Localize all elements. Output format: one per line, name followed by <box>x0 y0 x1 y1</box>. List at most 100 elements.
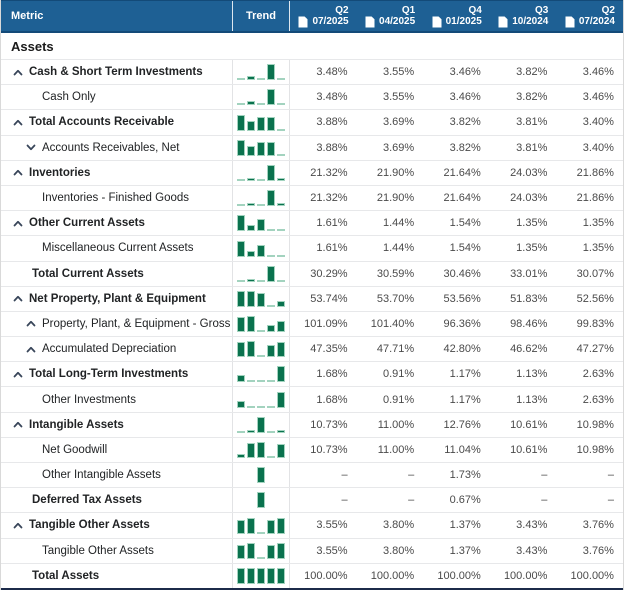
value-cell: 10.61% <box>510 418 548 431</box>
value-cell: 96.36% <box>443 317 481 330</box>
sparkline-bar <box>247 76 255 81</box>
sparkline-bar <box>277 279 285 282</box>
chevron-up-icon[interactable] <box>13 69 23 76</box>
trend-cell <box>233 85 290 110</box>
metric-label: Total Current Assets <box>32 267 144 280</box>
value-cell: 10.98% <box>576 443 614 456</box>
chevron-up-icon[interactable] <box>13 119 23 126</box>
table-row: Net Goodwill 10.73% 11.00% 11.04% 10.61% 10.9… <box>1 437 623 463</box>
value-cells: 1.68% 0.91% 1.17% 1.13% 2.63% <box>290 362 623 386</box>
value-cell: 3.88% <box>316 141 348 154</box>
value-cell: 3.82% <box>516 66 548 79</box>
column-header-quarter-3[interactable]: Q4 01/2025 <box>423 1 490 31</box>
value-cell: 1.17% <box>449 368 481 381</box>
sparkline-bar <box>277 128 285 131</box>
value-cell: 53.74% <box>310 292 348 305</box>
sparkline-bar <box>267 190 275 207</box>
column-header-quarter-5[interactable]: Q2 07/2024 <box>556 1 623 31</box>
chevron-up-icon[interactable] <box>13 295 23 302</box>
value-cells: 1.61% 1.44% 1.54% 1.35% 1.35% <box>290 211 623 235</box>
sparkline-bar <box>247 203 255 207</box>
value-cell: 3.81% <box>516 116 548 129</box>
value-cells: 100.00% 100.00% 100.00% 100.00% 100.00% <box>290 564 623 588</box>
sparkline-bar <box>267 519 275 534</box>
sparkline-bar <box>247 145 255 156</box>
sparkline-bar <box>257 416 265 433</box>
column-header-quarter-2[interactable]: Q1 04/2025 <box>357 1 424 31</box>
metric-label: Miscellaneous Current Assets <box>42 242 194 255</box>
sparkline-bar <box>277 342 285 358</box>
value-cell: 1.73% <box>449 469 481 482</box>
sparkline-bar <box>247 250 255 257</box>
value-cell: 10.98% <box>576 418 614 431</box>
chevron-up-icon[interactable] <box>13 421 23 428</box>
value-cell: 100.00% <box>370 569 415 582</box>
chevron-up-icon[interactable] <box>26 346 36 353</box>
value-cell: 1.68% <box>316 393 348 406</box>
value-cell: 1.61% <box>316 217 348 230</box>
value-cell: 100.00% <box>570 569 614 582</box>
trend-sparkline <box>237 290 285 307</box>
value-cell: 53.56% <box>443 292 481 305</box>
trend-sparkline <box>237 164 285 181</box>
metric-label: Deferred Tax Assets <box>32 494 142 507</box>
value-cell: 10.73% <box>310 443 348 456</box>
value-cell: 3.88% <box>316 116 348 129</box>
metric-cell: Accumulated Depreciation <box>1 337 233 362</box>
metric-label: Inventories <box>29 166 91 179</box>
value-cell: 21.64% <box>443 166 481 179</box>
metric-cell: Other Intangible Assets <box>1 463 233 488</box>
sparkline-bar <box>237 178 245 181</box>
table-row: Accumulated Depreciation 47.35% 47.71% 42.8… <box>1 337 623 363</box>
metric-cell: Property, Plant, & Equipment - Gross <box>1 311 233 337</box>
column-header-quarter-1[interactable]: Q2 07/2025 <box>290 1 357 31</box>
sparkline-bar <box>277 429 285 433</box>
value-cell: 2.63% <box>582 368 614 381</box>
trend-sparkline <box>237 441 285 458</box>
table-row: Other Current Assets 1.61% 1.44% 1.54% 1.35%… <box>1 211 623 237</box>
trend-sparkline <box>237 517 285 534</box>
trend-cell <box>233 185 290 211</box>
value-cell: 3.81% <box>516 141 548 154</box>
sparkline-bar <box>237 103 245 106</box>
metric-label: Other Intangible Assets <box>42 469 161 482</box>
value-cell: 98.46% <box>510 317 548 330</box>
trend-cell <box>233 135 290 160</box>
column-header-metric: Metric <box>1 1 233 31</box>
quarter-label: Q1 <box>401 4 416 16</box>
metric-cell: Miscellaneous Current Assets <box>1 236 233 261</box>
chevron-down-icon[interactable] <box>26 144 36 151</box>
chevron-up-icon[interactable] <box>13 522 23 529</box>
sparkline-bar <box>257 531 265 534</box>
trend-cell <box>233 60 290 85</box>
value-cells: 30.29% 30.59% 30.46% 33.01% 30.07% <box>290 262 623 286</box>
value-cell: 2.63% <box>582 393 614 406</box>
sparkline-bar <box>237 317 245 333</box>
sparkline-bar <box>247 517 255 534</box>
chevron-up-icon[interactable] <box>26 320 36 327</box>
document-icon <box>298 16 308 27</box>
chevron-up-icon[interactable] <box>13 169 23 176</box>
value-cell: – <box>408 494 415 507</box>
value-cells: 10.73% 11.00% 11.04% 10.61% 10.98% <box>290 438 623 462</box>
sparkline-bar <box>267 164 275 181</box>
column-header-quarter-4[interactable]: Q3 10/2024 <box>490 1 557 31</box>
trend-sparkline <box>237 365 285 383</box>
chevron-up-icon[interactable] <box>13 220 23 227</box>
chevron-up-icon[interactable] <box>13 371 23 378</box>
sparkline-bar <box>257 442 265 458</box>
value-cell: 1.13% <box>516 368 548 381</box>
sparkline-bar <box>277 254 285 257</box>
value-cell: 21.32% <box>310 166 348 179</box>
sparkline-bar <box>237 290 245 307</box>
sparkline-bar <box>267 229 275 232</box>
sparkline-bar <box>237 204 245 207</box>
value-cells: 3.48% 3.55% 3.46% 3.82% 3.46% <box>290 60 623 84</box>
trend-sparkline <box>237 466 285 484</box>
value-cell: 3.82% <box>449 141 481 154</box>
table-row: Total Current Assets 30.29% 30.59% 30.46% 33… <box>1 261 623 287</box>
trend-cell <box>233 160 290 185</box>
metric-label: Net Property, Plant & Equipment <box>29 292 206 305</box>
sparkline-bar <box>237 78 245 81</box>
value-cell: 12.76% <box>443 418 481 431</box>
